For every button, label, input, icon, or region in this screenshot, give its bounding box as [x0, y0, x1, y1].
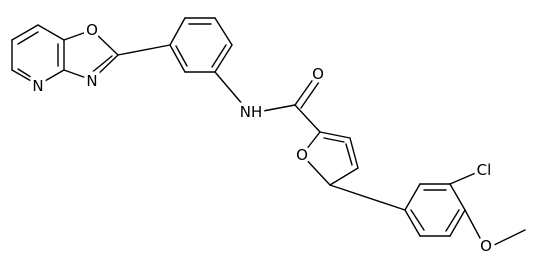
atom-label: Cl	[477, 161, 492, 179]
atom-label: NH	[240, 103, 263, 121]
atom-labels: O N N NH O O Cl O	[29, 18, 496, 259]
atom-label: N	[32, 77, 43, 95]
atom-label: O	[86, 21, 98, 39]
atom-label: N	[86, 72, 97, 90]
atom-label: O	[480, 237, 492, 255]
atom-label: O	[312, 65, 324, 83]
bonds	[11, 17, 526, 247]
atom-label: O	[296, 146, 308, 164]
